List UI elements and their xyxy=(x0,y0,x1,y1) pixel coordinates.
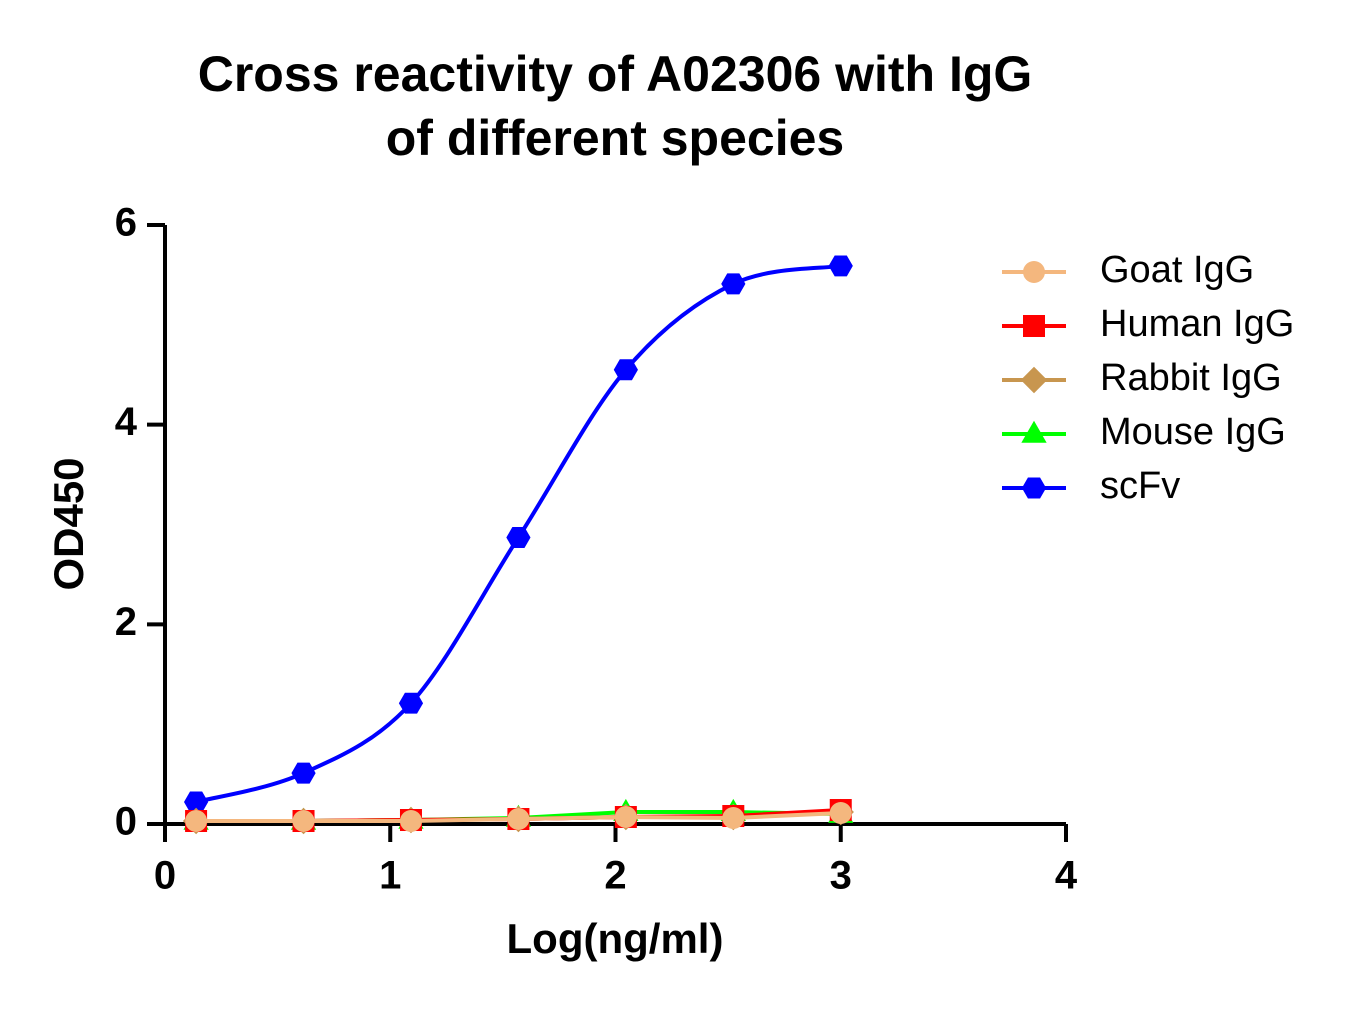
legend-label: Goat IgG xyxy=(1100,249,1254,291)
marker xyxy=(614,806,637,829)
legend-label: Rabbit IgG xyxy=(1100,357,1282,399)
marker xyxy=(292,810,315,833)
marker xyxy=(1020,366,1048,394)
marker xyxy=(1021,477,1047,499)
x-axis-label: Log(ng/ml) xyxy=(507,915,724,962)
x-tick-label: 2 xyxy=(604,854,626,898)
legend-label: Mouse IgG xyxy=(1100,411,1286,453)
legend-label: Human IgG xyxy=(1100,303,1294,345)
marker xyxy=(1023,315,1045,337)
y-tick-label: 6 xyxy=(115,201,137,245)
y-axis-label: OD450 xyxy=(45,457,92,590)
marker xyxy=(1021,420,1047,443)
x-tick-label: 1 xyxy=(379,854,401,898)
marker xyxy=(722,807,745,830)
marker xyxy=(507,808,530,831)
x-tick-label: 4 xyxy=(1055,854,1078,898)
chart-title: Cross reactivity of A02306 with IgG xyxy=(198,46,1033,102)
marker xyxy=(183,791,209,813)
x-tick-label: 0 xyxy=(154,854,176,898)
marker xyxy=(185,810,208,833)
y-tick-label: 0 xyxy=(115,800,137,844)
marker xyxy=(828,255,853,277)
marker xyxy=(399,810,422,833)
marker xyxy=(291,762,316,784)
y-tick-label: 4 xyxy=(115,400,138,444)
marker xyxy=(398,692,424,714)
marker xyxy=(506,526,531,548)
marker xyxy=(829,802,852,825)
chart-title: of different species xyxy=(386,110,844,166)
y-tick-label: 2 xyxy=(115,600,137,644)
marker xyxy=(721,273,746,295)
marker xyxy=(613,359,638,381)
marker xyxy=(1023,261,1045,283)
x-tick-label: 3 xyxy=(830,854,852,898)
legend-label: scFv xyxy=(1100,465,1180,507)
